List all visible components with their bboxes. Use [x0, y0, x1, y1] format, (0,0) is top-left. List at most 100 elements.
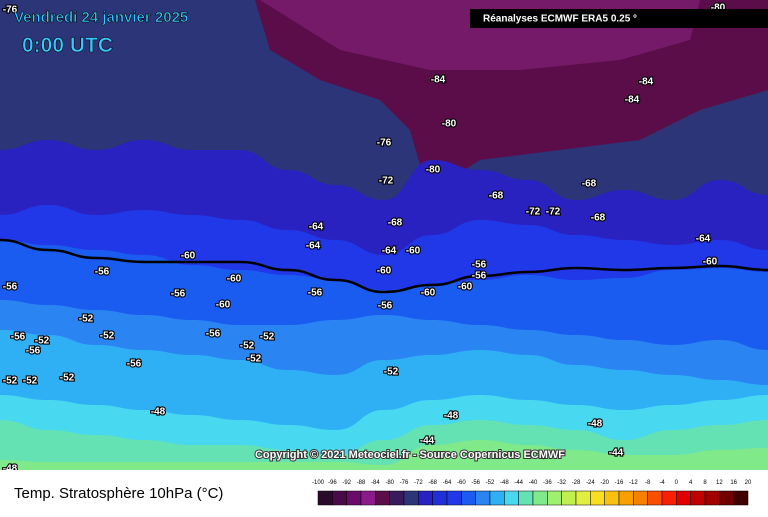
contour-label: -56: [3, 282, 18, 293]
scale-swatch: [547, 490, 562, 506]
contour-label: -84: [625, 95, 640, 106]
contour-label: -64: [309, 222, 324, 233]
contour-label: -48: [151, 407, 166, 418]
contour-label: -52: [100, 331, 115, 342]
contour-label: -72: [379, 176, 394, 187]
scale-label: -40: [529, 480, 538, 486]
scale-swatch: [604, 490, 620, 506]
contour-label: -84: [639, 77, 654, 88]
contour-label: -56: [472, 271, 487, 282]
scale-label: 20: [745, 480, 752, 486]
contour-label: -52: [35, 336, 50, 347]
scale-swatch: [432, 490, 448, 506]
scale-label: -80: [385, 480, 394, 486]
date-label: Vendredi 24 janvier 2025: [14, 9, 188, 26]
scale-label: -72: [414, 480, 423, 486]
scale-label: -76: [400, 480, 409, 486]
scale-label: -20: [600, 480, 609, 486]
scale-label: -60: [457, 480, 466, 486]
scale-swatch: [532, 490, 548, 506]
contour-label: -52: [60, 373, 75, 384]
scale-label: -84: [371, 480, 380, 486]
scale-swatch: [704, 490, 720, 506]
source-label: Réanalyses ECMWF ERA5 0.25 °: [483, 14, 637, 25]
scale-swatch: [375, 490, 390, 506]
scale-label: -44: [514, 480, 523, 486]
contour-label: -56: [95, 267, 110, 278]
scale-label: -36: [543, 480, 552, 486]
scale-swatch: [489, 490, 505, 506]
scale-label: -64: [443, 480, 452, 486]
scale-swatch: [461, 490, 476, 506]
scale-label: -100: [312, 480, 325, 486]
scale-swatch: [661, 490, 677, 506]
contour-label: -76: [3, 5, 18, 16]
contour-labels: -76 -80-84 -84-84-80-76-80-72 -68-68-72 -72-…: [2, 2, 727, 476]
contour-label: -52: [247, 354, 262, 365]
contour-label: -56: [308, 288, 323, 299]
scale-label: -12: [629, 480, 638, 486]
temperature-field: [0, 0, 768, 470]
scale-label: 16: [730, 480, 737, 486]
contour-label: -52: [384, 367, 399, 378]
scale-label: 0: [675, 480, 679, 486]
scale-swatch: [317, 490, 333, 506]
copyright: Copyright © 2021 Meteociel.fr - Source C…: [255, 449, 565, 461]
color-scale: -100 -96 -92 -88 -84 -80 -76 -72 -68 -64 -60 -56 -52…: [312, 480, 752, 506]
scale-label: -48: [500, 480, 509, 486]
contour-label: -56: [206, 329, 221, 340]
scale-swatch: [403, 490, 419, 506]
scale-label: -8: [645, 480, 651, 486]
scale-swatch: [418, 490, 433, 506]
scale-swatch: [504, 490, 519, 506]
contour-label: -52: [79, 314, 94, 325]
scale-label: 12: [716, 480, 723, 486]
contour-label: -60: [181, 251, 196, 262]
contour-label: -48: [444, 411, 459, 422]
scale-label: -28: [572, 480, 581, 486]
scale-swatch: [733, 490, 749, 506]
scale-swatch: [618, 490, 634, 506]
contour-label: -68: [489, 191, 504, 202]
scale-label: -24: [586, 480, 595, 486]
scale-swatch: [647, 490, 663, 506]
contour-label: -68: [582, 179, 597, 190]
contour-label: -64: [382, 246, 397, 257]
band: [0, 440, 768, 470]
contour-label: -68: [388, 218, 403, 229]
contour-label: -56: [26, 346, 41, 357]
scale-swatch: [332, 490, 347, 506]
contour-label: -48: [588, 419, 603, 430]
scale-swatch: [389, 490, 405, 506]
contour-line: [0, 238, 768, 294]
scale-swatch: [590, 490, 605, 506]
contour-label: -60: [406, 246, 421, 257]
contour-label: -64: [696, 234, 711, 245]
contour-label: -56: [472, 260, 487, 271]
contour-label: -56: [378, 301, 393, 312]
scale-label: 4: [689, 480, 693, 486]
contour-label: -60: [377, 266, 392, 277]
scale-swatch: [676, 490, 691, 506]
contour-label: -60: [227, 274, 242, 285]
contour-label: -80: [426, 165, 441, 176]
scale-label: -4: [659, 480, 665, 486]
scale-swatch: [518, 490, 534, 506]
scale-swatch: [575, 490, 591, 506]
scale-swatch: [446, 490, 462, 506]
scale-label: -56: [471, 480, 480, 486]
contour-label: -84: [431, 75, 446, 86]
contour-label: -60: [421, 288, 436, 299]
scale-label: -52: [486, 480, 495, 486]
scale-label: -96: [328, 480, 337, 486]
contour-label: -44: [420, 436, 435, 447]
footer-title: Temp. Stratosphère 10hPa (°C): [14, 485, 223, 502]
contour-label: -52: [260, 332, 275, 343]
scale-swatch: [561, 490, 577, 506]
contour-label: -68: [591, 213, 606, 224]
contour-label: -64: [306, 241, 321, 252]
contour-label: -72: [546, 207, 561, 218]
contour-label: -60: [216, 300, 231, 311]
